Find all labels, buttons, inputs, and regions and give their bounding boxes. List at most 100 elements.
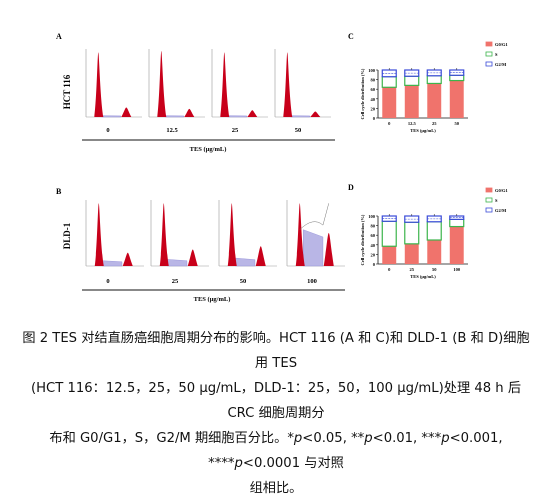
y-tick-label: 0	[373, 262, 376, 267]
dose-label: 12.5	[166, 127, 178, 134]
dose-label: 0	[106, 278, 109, 285]
g2-peak	[323, 233, 334, 266]
y-axis-title: Cell cycle distribution (%)	[360, 214, 365, 265]
legend-label: G2/M	[495, 208, 507, 213]
x-tick-label: 25	[432, 121, 437, 126]
x-axis-title: TES (μg/mL)	[410, 128, 436, 133]
y-tick-label: 80	[371, 78, 376, 83]
cell-line-label-hct116: HCT 116	[62, 74, 72, 109]
bar-segment-g0g1	[449, 80, 464, 118]
legend-swatch	[485, 197, 493, 203]
caption-line-2: (HCT 116：12.5，25，50 μg/mL，DLD-1：25，50，10…	[30, 381, 522, 421]
dose-label: 25	[232, 127, 239, 134]
x-tick-label: 0	[388, 121, 391, 126]
histogram	[150, 200, 209, 267]
histogram	[286, 200, 345, 267]
bar-segment-g0g1	[427, 240, 442, 264]
bar-segment-s	[426, 221, 442, 241]
bar-segment-g0g1	[382, 87, 397, 118]
panel-letter-a: A	[56, 32, 62, 41]
bar-segment-g0g1	[404, 243, 419, 264]
figure-canvas: A C B D HCT 116 DLD-1 0 12.5 25 50 0 25 …	[56, 32, 509, 303]
histogram-trace	[299, 203, 330, 230]
y-axis-title: Cell cycle distribution (%)	[360, 68, 365, 119]
s-phase-area	[235, 257, 256, 267]
legend-swatch	[485, 51, 493, 57]
legend-swatch	[485, 61, 493, 67]
s-phase-area	[227, 115, 247, 118]
x-tick-label: 100	[453, 267, 461, 272]
legend-label: G0/G1	[495, 42, 509, 47]
s-phase-area	[102, 260, 123, 267]
g2-peak	[122, 252, 133, 266]
cell-line-label-dld1: DLD-1	[62, 222, 72, 249]
dose-label: 50	[240, 278, 247, 285]
histogram	[274, 49, 331, 118]
histogram	[85, 200, 144, 267]
bar-segment-s	[404, 221, 420, 245]
caption-line-1: 图 2 TES 对结直肠癌细胞周期分布的影响。HCT 116 (A 和 C)和 …	[22, 331, 530, 371]
x-axis-title: TES (μg/mL)	[410, 274, 436, 279]
dose-label: 0	[106, 127, 109, 134]
g2-peak	[121, 107, 132, 117]
g1-peak	[94, 52, 104, 117]
bar-segment-g0g1	[427, 83, 442, 118]
y-tick-label: 0	[373, 116, 376, 121]
g1-peak	[295, 203, 305, 266]
g1-peak	[159, 203, 169, 266]
legend-label: S	[495, 52, 498, 57]
figure-caption: 图 2 TES 对结直肠癌细胞周期分布的影响。HCT 116 (A 和 C)和 …	[22, 326, 530, 501]
panel-letter-d: D	[348, 183, 354, 192]
g1-peak	[94, 203, 104, 266]
x-tick-label: 50	[432, 267, 437, 272]
s-phase-area	[101, 115, 121, 118]
y-tick-label: 80	[371, 224, 376, 229]
x-tick-label: 0	[388, 267, 391, 272]
y-tick-label: 100	[368, 214, 376, 219]
dose-label: 50	[295, 127, 302, 134]
bar-segment-s	[404, 75, 420, 86]
x-tick-label: 25	[410, 267, 415, 272]
y-tick-label: 60	[371, 87, 376, 92]
y-tick-label: 40	[371, 97, 376, 102]
x-tick-label: 12.5	[408, 121, 417, 126]
flow-histograms-hct116	[85, 49, 331, 118]
dose-label: 25	[172, 278, 179, 285]
x-tick-label: 50	[455, 121, 460, 126]
bar-segment-s	[449, 218, 465, 228]
bar-segment-g0g1	[449, 226, 464, 264]
g2-peak	[187, 249, 198, 266]
histogram	[218, 200, 277, 267]
y-tick-label: 100	[368, 68, 376, 73]
legend-label: G2/M	[495, 62, 507, 67]
g2-peak	[184, 108, 195, 117]
legend-swatch	[485, 41, 493, 47]
histogram	[211, 49, 268, 118]
flow-histograms-dld1	[85, 200, 345, 267]
g1-peak	[157, 51, 167, 117]
g1-peak	[227, 203, 237, 266]
s-phase-area	[303, 229, 324, 267]
s-phase-area	[290, 115, 310, 118]
y-tick-label: 20	[371, 252, 376, 257]
g2-peak	[310, 111, 321, 117]
legend-swatch	[485, 207, 493, 213]
bar-segment-s	[449, 74, 465, 82]
g2-peak	[247, 110, 258, 117]
s-phase-area	[167, 259, 188, 267]
dose-label: 100	[307, 278, 317, 285]
panel-letter-c: C	[348, 32, 354, 41]
y-tick-label: 40	[371, 243, 376, 248]
histogram	[85, 49, 142, 118]
panel-letter-b: B	[56, 187, 62, 196]
bar-segment-s	[381, 220, 397, 247]
caption-line-3: 布和 G0/G1，S，G2/M 期细胞百分比。*p<0.05, **p<0.01…	[49, 431, 503, 471]
bar-segment-g0g1	[404, 85, 419, 118]
legend-label: S	[495, 198, 498, 203]
s-phase-area	[164, 115, 184, 118]
g1-peak	[220, 52, 230, 117]
caption-line-4: 组相比。	[249, 481, 303, 496]
legend-swatch	[485, 187, 493, 193]
